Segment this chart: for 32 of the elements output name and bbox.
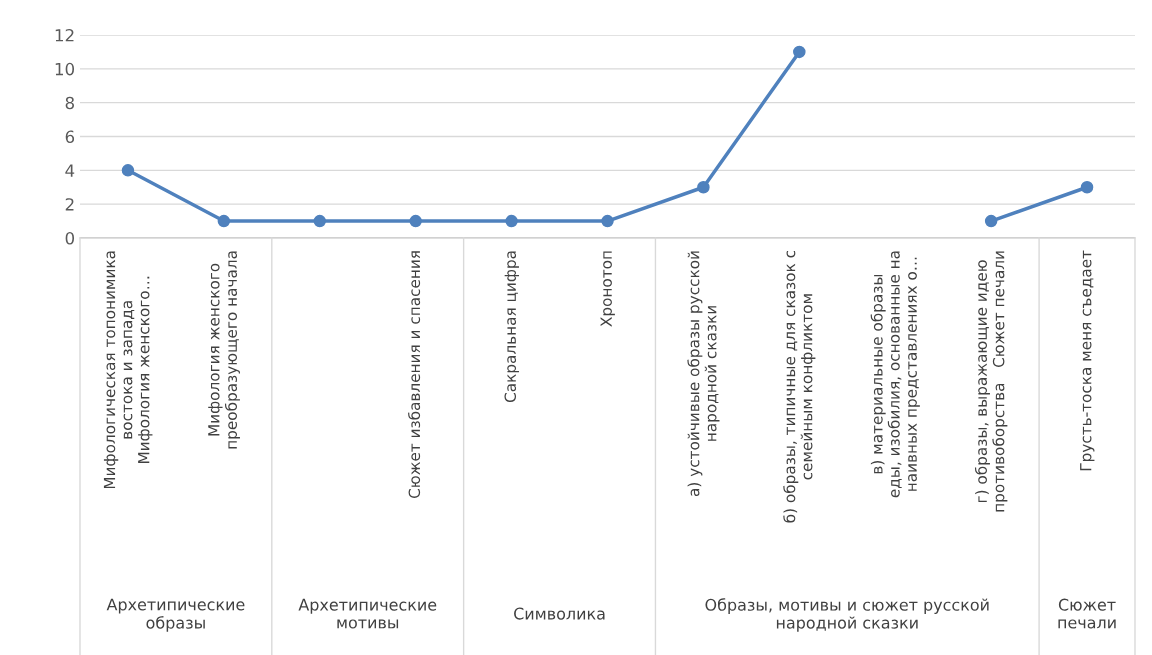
x-tick-label: г) образы, выражающие идею противоборства Сюжет печали <box>974 251 1008 512</box>
text: Архетипические мотивы <box>298 598 437 629</box>
x-tick-label: Мифологическая топонимика востока и запада Мифология женского… <box>103 251 153 489</box>
x-tick-label: в) материальные образы еды, изобилия, основанные на наивных представлениях о… <box>870 251 920 498</box>
point <box>984 214 998 228</box>
y-tick-label: 0 <box>65 231 75 245</box>
y-tick-label: 6 <box>65 130 75 144</box>
y-tick-label: 2 <box>65 198 74 211</box>
point <box>217 214 231 228</box>
point <box>697 180 710 194</box>
text: Сюжет печали <box>1058 598 1116 629</box>
point <box>1080 180 1094 194</box>
point <box>409 214 422 228</box>
y-tick-label: 10 <box>55 62 75 76</box>
x-tick-label: б) образы, типичные для сказок с семейным конфликтом <box>783 250 816 523</box>
y-tick-label: 8 <box>65 96 74 110</box>
y-tick-label: 12 <box>55 28 74 42</box>
x-tick-label: Сюжет избавления и спасения <box>408 251 421 498</box>
text: Образы, мотивы и сюжет русской народной сказки <box>705 598 989 632</box>
point <box>313 214 327 228</box>
y-tick-label: 4 <box>65 164 75 177</box>
x-tick-label: Грусть-тоска меня съедает <box>1080 250 1095 471</box>
x-tick-label: Хронотоп <box>600 251 615 327</box>
point <box>505 214 518 228</box>
text: Символика <box>514 607 605 620</box>
x-tick-label: Мифология женского преобразующего начала <box>208 251 240 449</box>
point <box>121 164 135 177</box>
text: Архетипические образы <box>106 598 245 632</box>
point <box>793 45 806 59</box>
point <box>601 214 614 228</box>
x-tick-label: а) устойчивые образы русской народной сказки <box>687 251 720 497</box>
x-tick-label: Сакральная цифра <box>504 251 519 403</box>
